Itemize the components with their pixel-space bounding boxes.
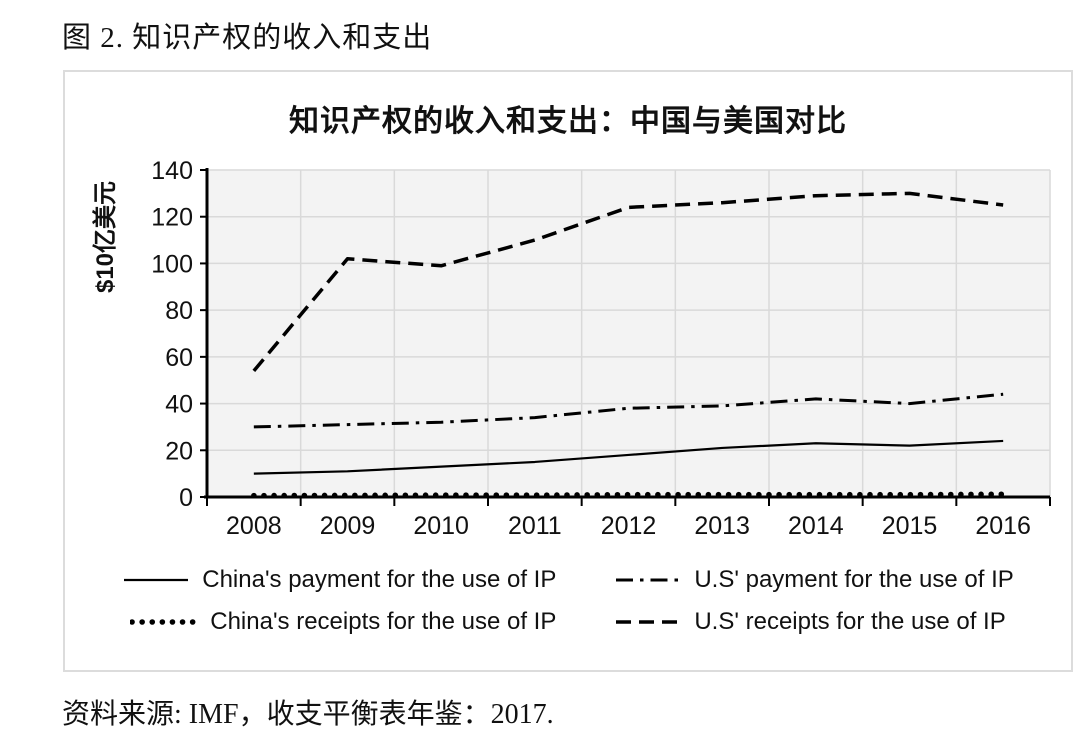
x-tick-label: 2014 [788, 512, 844, 540]
y-tick-label: 20 [165, 437, 193, 465]
y-tick-label: 100 [151, 250, 193, 278]
y-tick-label: 80 [165, 297, 193, 325]
legend-label: China's payment for the use of IP [202, 566, 557, 593]
figure-title: 图 2. 知识产权的收入和支出 [62, 22, 433, 54]
x-tick-label: 2016 [975, 512, 1031, 540]
x-tick-label: 2015 [882, 512, 938, 540]
series-line-dotted [251, 491, 1006, 499]
line-chart-canvas: 0 20 40 60 80 100 120 140 2008 2009 2010 2011 2012 20… [91, 157, 1051, 540]
x-tick-label: 2008 [226, 512, 282, 540]
legend-row-1: China's payment for the use of IP U.S' pa… [122, 566, 1014, 594]
x-tick-label: 2009 [320, 512, 376, 540]
legend-line-sample-dotted-icon [130, 619, 199, 625]
y-axis-title: $10亿美元 [91, 181, 119, 293]
plot-area [207, 170, 1050, 497]
y-tick-label: 0 [179, 484, 193, 512]
x-tick-label: 2010 [413, 512, 469, 540]
legend-row-2: China's receipts for the use of IP U.S' r… [130, 608, 1006, 636]
y-tick-label: 140 [151, 157, 193, 185]
legend-item-dashed: U.S' receipts for the use of IP [614, 608, 1006, 636]
series-line-solid [253, 439, 1004, 475]
chart-container: 0 20 40 60 80 100 120 140 2008 2009 2010 2011 2012 20… [63, 70, 1073, 672]
legend-line-sample-dashed-icon [616, 620, 681, 624]
x-tick-label: 2013 [694, 512, 750, 540]
y-tick-label: 60 [165, 344, 193, 372]
legend-item-solid: China's payment for the use of IP [122, 566, 556, 594]
legend-label: U.S' receipts for the use of IP [694, 608, 1006, 635]
legend-label: U.S' payment for the use of IP [694, 566, 1014, 593]
chart-legend: China's payment for the use of IP U.S' pa… [65, 566, 1071, 636]
chart-title: 知识产权的收入和支出：中国与美国对比 [289, 105, 847, 138]
series-line-dashdot [253, 392, 1004, 429]
legend-item-dashdot: U.S' payment for the use of IP [614, 566, 1014, 594]
x-tick-label: 2011 [508, 512, 562, 540]
x-tick-label: 2012 [601, 512, 657, 540]
legend-item-dotted: China's receipts for the use of IP [130, 608, 556, 636]
source-note: 资料来源: IMF，收支平衡表年鉴：2017. [62, 699, 554, 730]
y-tick-label: 40 [165, 391, 193, 419]
legend-line-sample-dashdot-icon [616, 578, 681, 582]
y-tick-label: 120 [151, 204, 193, 232]
legend-line-sample-solid-icon [124, 578, 189, 582]
legend-label: China's receipts for the use of IP [210, 608, 557, 635]
